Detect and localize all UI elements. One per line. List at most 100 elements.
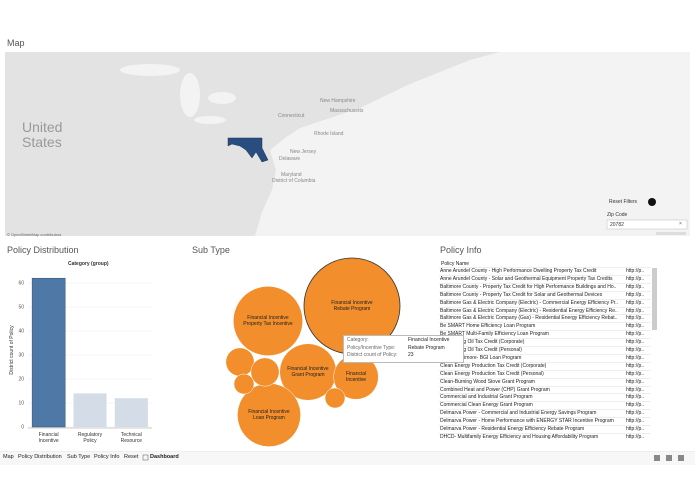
- policy-name[interactable]: Clean Energy Production Tax Credit (Corp…: [440, 362, 547, 369]
- view-icon[interactable]: [654, 455, 660, 461]
- policy-name[interactable]: Delmarva Power - Commercial and Industri…: [440, 410, 597, 417]
- policy-url[interactable]: http://p..: [626, 402, 645, 409]
- bubble-label: Financial Incentive Loan Program: [248, 409, 290, 421]
- table-row-bg: [439, 274, 651, 284]
- policy-name[interactable]: Be SMART Multi-Family Efficiency Loan Pr…: [440, 331, 549, 338]
- policy-url[interactable]: http://p..: [626, 418, 645, 425]
- tooltip-label: District count of Policy:: [347, 352, 398, 358]
- policy-url[interactable]: http://p..: [626, 378, 645, 385]
- policy-url[interactable]: http://p..: [626, 362, 645, 369]
- policy-url[interactable]: http://p..: [626, 370, 645, 377]
- table-title: Policy Info: [440, 245, 482, 255]
- map-scroll: [656, 232, 686, 235]
- policy-url[interactable]: http://p..: [626, 433, 645, 440]
- table-row-bg: [439, 353, 651, 363]
- tooltip-label: Category:: [347, 337, 369, 343]
- policy-url[interactable]: http://p..: [626, 354, 645, 361]
- tooltip-label: Policy/Incentive Type:: [347, 344, 396, 351]
- y-axis-label: District count of Policy: [9, 325, 15, 375]
- policy-name[interactable]: Baltimore County - Property Tax Credit f…: [440, 291, 603, 298]
- bubble-label: Financial Incentive Property Tax Incenti…: [243, 315, 293, 327]
- lake: [208, 92, 236, 104]
- policy-url[interactable]: http://p..: [626, 410, 645, 417]
- table-row-bg: [439, 417, 651, 426]
- lake: [194, 116, 226, 124]
- tab[interactable]: Dashboard: [150, 454, 179, 460]
- policy-url[interactable]: http://p..: [626, 323, 645, 330]
- reset-button[interactable]: [648, 198, 656, 206]
- zip-clear[interactable]: ×: [679, 221, 682, 227]
- policy-name[interactable]: DHCD- Multifamily Energy Efficiency and …: [440, 433, 599, 440]
- policy-name[interactable]: Anne Arundel County - Solar and Geotherm…: [440, 275, 613, 282]
- x-tick-label: Financial Incentive: [38, 432, 59, 444]
- table-row-bg: [439, 432, 651, 442]
- zip-input[interactable]: [606, 219, 688, 230]
- ocean: [255, 52, 690, 236]
- tooltip-value: 23: [408, 352, 414, 358]
- policy-url[interactable]: http://p..: [626, 315, 645, 322]
- policy-url[interactable]: http://p..: [626, 283, 645, 290]
- table-row-bg: [439, 393, 651, 402]
- policy-url[interactable]: http://p..: [626, 394, 645, 401]
- map-label: District of Columbia: [272, 178, 316, 184]
- map-label: Maryland: [281, 172, 302, 178]
- policy-url[interactable]: http://p..: [626, 339, 645, 346]
- view-icon[interactable]: [678, 455, 684, 461]
- tab[interactable]: Reset: [124, 454, 139, 460]
- policy-name[interactable]: Combined Heat and Power (CHP) Grant Prog…: [440, 386, 550, 393]
- policy-name[interactable]: Bio-Heating Oil Tax Credit (Personal): [440, 347, 522, 353]
- policy-url[interactable]: http://p..: [626, 268, 645, 274]
- bar: [73, 393, 107, 427]
- policy-name[interactable]: Clean-Burning Wood Stove Grant Program: [440, 378, 535, 385]
- y-tick-label: 60: [18, 281, 24, 287]
- policy-name[interactable]: Baltimore County - Property Tax Credit f…: [440, 283, 617, 290]
- policy-name[interactable]: City of Baltimore- BGI Loan Program: [440, 354, 522, 361]
- bar: [31, 277, 66, 428]
- policy-url[interactable]: http://p..: [626, 426, 645, 432]
- policy-name[interactable]: Delmarva Power - Residential Energy Effi…: [440, 426, 585, 432]
- tab[interactable]: Map: [3, 454, 14, 460]
- map-label: Rhode Island: [314, 131, 344, 137]
- dashboard-icon: [142, 454, 149, 461]
- policy-name[interactable]: Anne Arundel County - High Performance D…: [440, 268, 597, 274]
- zip-value[interactable]: 20782: [610, 222, 624, 228]
- policy-name[interactable]: Clean Energy Production Tax Credit (Pers…: [440, 370, 544, 377]
- table-header: Policy Name: [441, 261, 470, 267]
- map-label: United States: [22, 119, 63, 150]
- policy-url[interactable]: http://p..: [626, 331, 645, 338]
- view-icon[interactable]: [666, 455, 672, 461]
- policy-name[interactable]: Baltimore Gas & Electric Company (Electr…: [440, 307, 618, 314]
- reset-filters[interactable]: Reset Filters: [609, 199, 638, 205]
- tab[interactable]: Sub Type: [67, 454, 91, 460]
- policy-name[interactable]: Commercial and Industrial Grant Program: [440, 394, 533, 401]
- table-row-bg: [439, 409, 651, 418]
- tab[interactable]: Policy Info: [94, 454, 120, 460]
- table-row-bg: [439, 306, 651, 316]
- table-row-bg: [439, 377, 651, 387]
- table-row-bg: [439, 401, 651, 410]
- policy-url[interactable]: http://p..: [626, 307, 645, 314]
- policy-name[interactable]: Commercial Clean Energy Grant Program: [440, 402, 533, 409]
- policy-name[interactable]: Delmarva Power - Home Performance with E…: [440, 418, 614, 425]
- policy-url[interactable]: http://p..: [626, 347, 645, 353]
- map-attribution: © OpenStreetMap contributors: [7, 232, 62, 237]
- policy-url[interactable]: http://p..: [626, 291, 645, 298]
- table-row-bg: [439, 282, 651, 292]
- policy-name[interactable]: Bio-Heating Oil Tax Credit (Corporate): [440, 339, 525, 346]
- policy-url[interactable]: http://p..: [626, 299, 645, 306]
- bubble: [233, 373, 255, 395]
- policy-url[interactable]: http://p..: [626, 386, 645, 393]
- policy-name[interactable]: Be SMART Home Efficiency Loan Program: [440, 323, 536, 330]
- tab[interactable]: Policy Distribution: [18, 454, 62, 460]
- table-scrollbar[interactable]: [652, 268, 657, 330]
- y-tick-label: 20: [18, 377, 24, 383]
- table-row-bg: [439, 314, 651, 323]
- tooltip-value: Rebate Program: [408, 344, 445, 351]
- table-row-bg: [439, 361, 651, 371]
- policy-name[interactable]: Baltimore Gas & Electric Company (Gas) -…: [440, 315, 618, 322]
- policy-name[interactable]: Baltimore Gas & Electric Company (Electr…: [440, 299, 619, 306]
- policy-url[interactable]: http://p..: [626, 275, 645, 282]
- bubble-label: Financial Incentive Grant Program: [287, 366, 329, 378]
- subtype-title: Sub Type: [192, 245, 230, 255]
